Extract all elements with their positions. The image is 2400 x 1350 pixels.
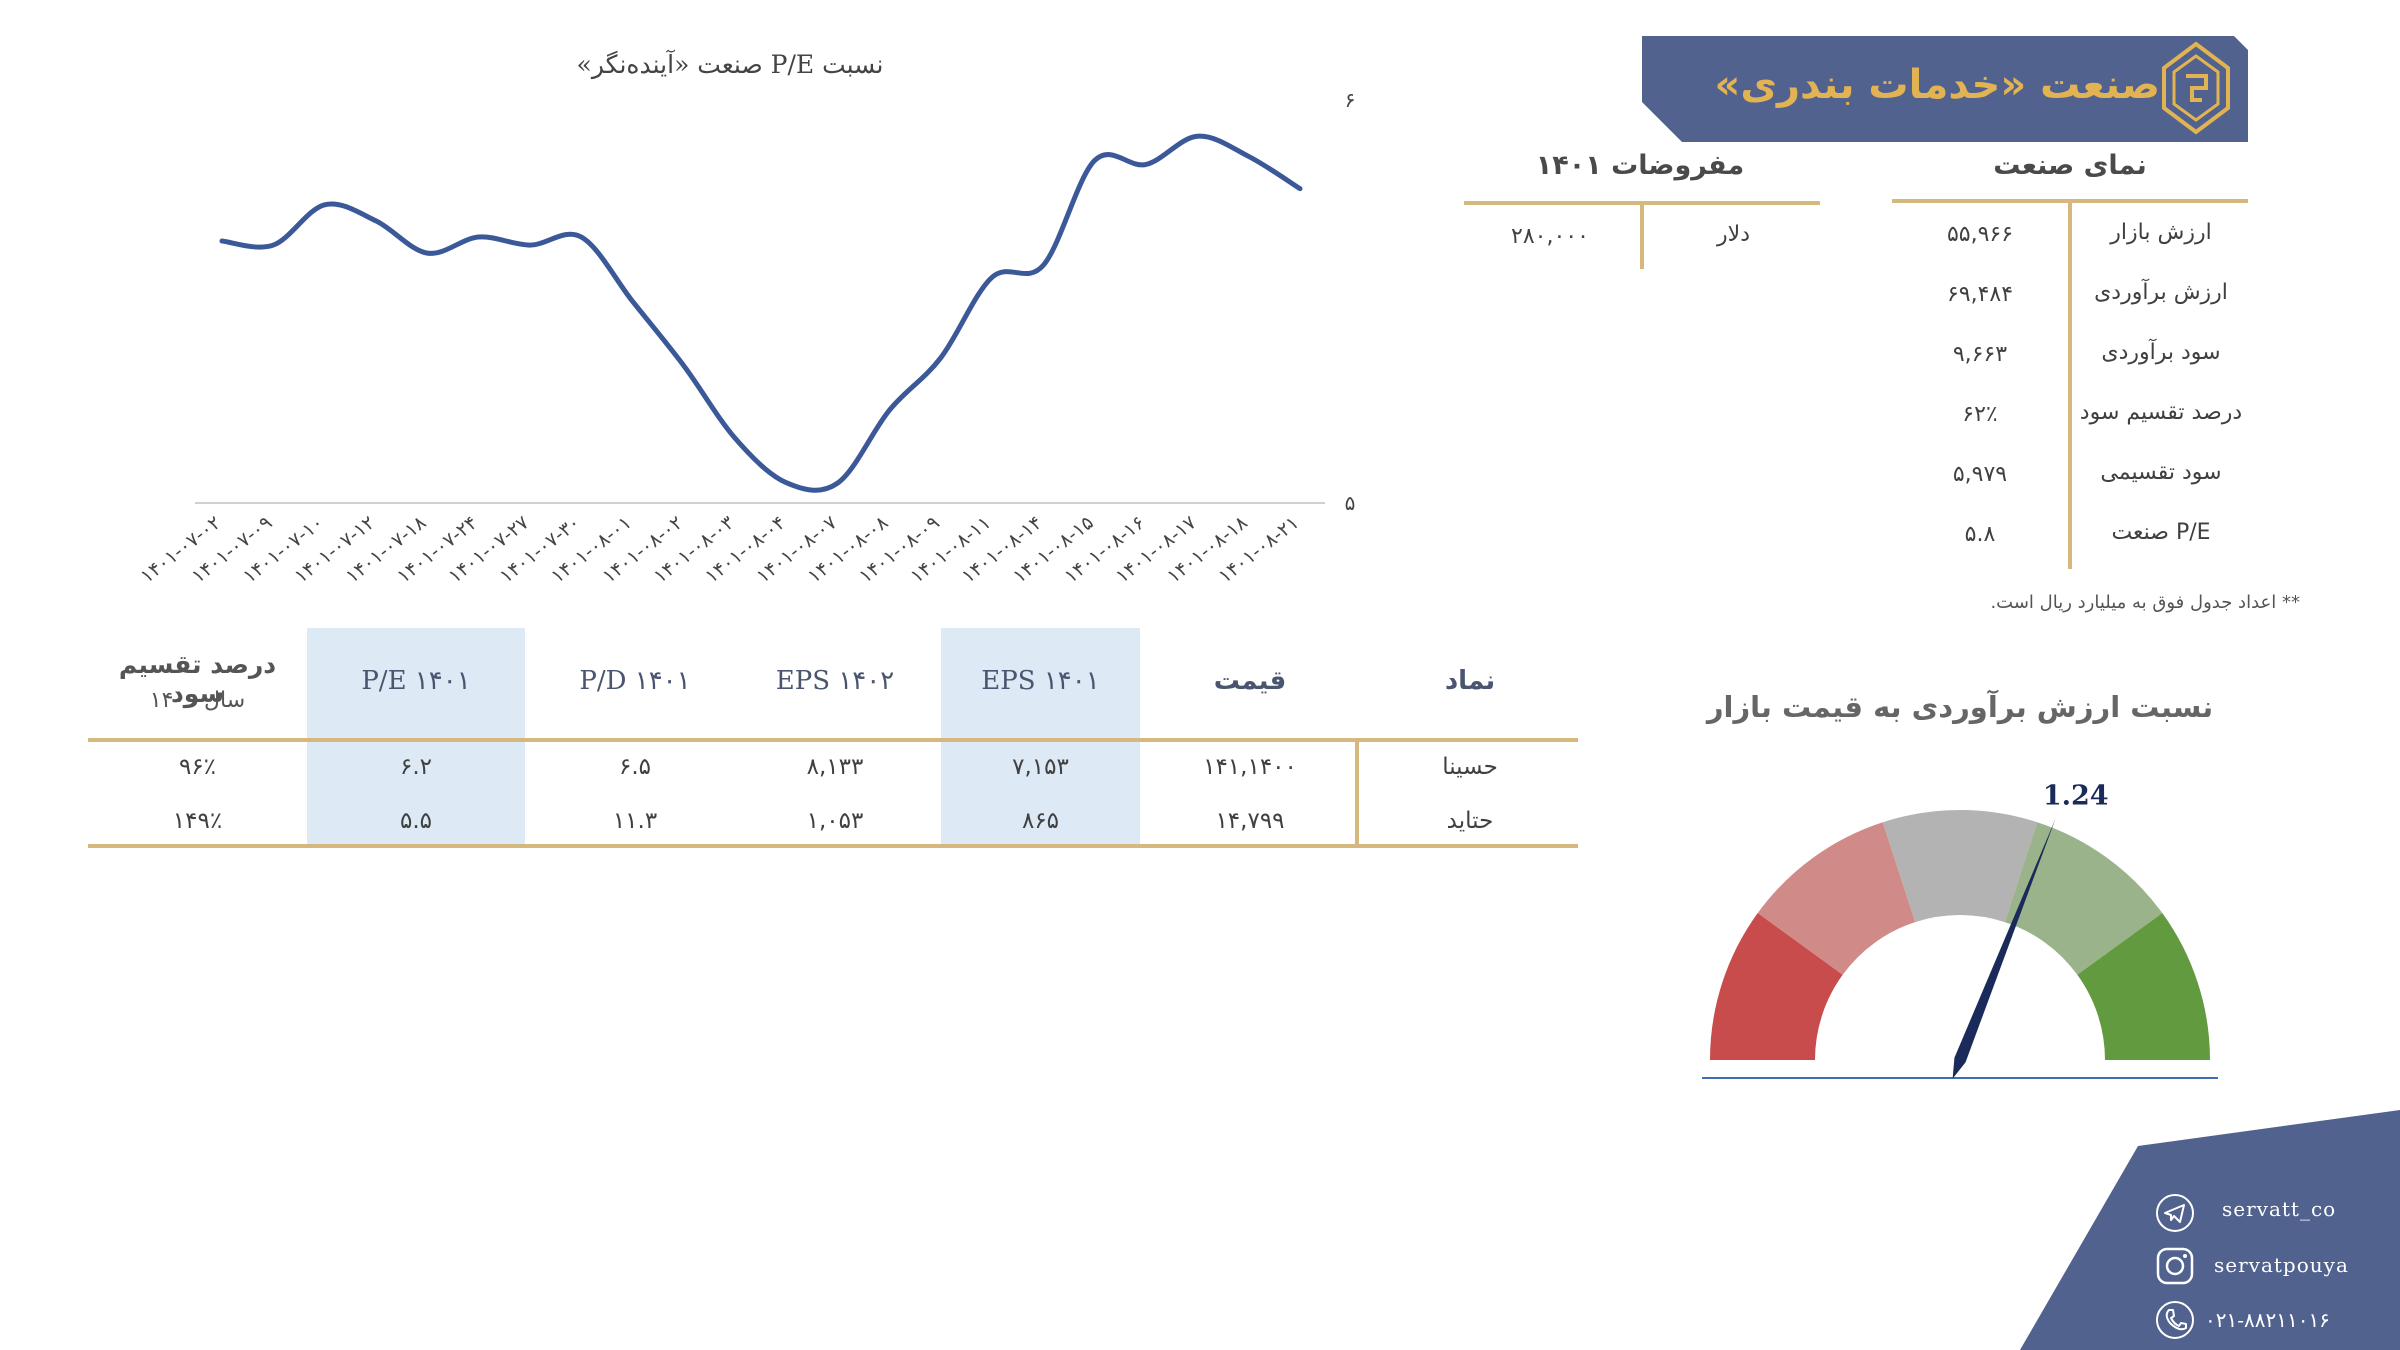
assumption-label-dollar: دلار xyxy=(1717,222,1750,247)
table-cell-eps1401: ۷,۱۵۳ xyxy=(1012,754,1069,780)
assumption-value-dollar: ۲۸۰,۰۰۰ xyxy=(1511,224,1589,249)
overview-label: سود تقسیمی xyxy=(2100,460,2222,485)
y-tick-label: ۶ xyxy=(1345,88,1356,112)
gauge-segment xyxy=(2004,822,2163,975)
table-cell-eps1402: ۸,۱۳۳ xyxy=(806,754,864,780)
overview-value: ۵,۹۷۹ xyxy=(1952,462,2008,487)
table-cell-price: ۱۴۱,۱۴۰۰ xyxy=(1203,754,1297,780)
y-tick-label: ۵ xyxy=(1345,491,1356,515)
table-bottom-rule xyxy=(88,844,1578,848)
table-cell-div: ۹۶٪ xyxy=(178,754,217,780)
overview-label: ارزش بازار xyxy=(2110,220,2212,245)
assumptions-vdivider xyxy=(1640,205,1644,269)
gauge-segment xyxy=(1757,822,1916,975)
telegram-handle[interactable]: servatt_co xyxy=(2222,1197,2337,1221)
gauge-segment xyxy=(2077,913,2210,1060)
overview-value: ۵.۸ xyxy=(1964,522,1996,547)
overview-divider xyxy=(1892,199,2248,203)
header-price: قیمت xyxy=(1213,666,1287,696)
table-top-rule xyxy=(88,738,1578,742)
gauge-value-label: 1.24 xyxy=(2043,780,2109,811)
phone-number[interactable]: ۰۲۱-۸۸۲۱۱۰۱۶ xyxy=(2205,1308,2330,1332)
overview-label: سود برآوردی xyxy=(2101,340,2221,365)
header-eps1401: EPS ۱۴۰۱ xyxy=(981,666,1100,696)
assumptions-divider xyxy=(1464,201,1820,205)
header-symbol: نماد xyxy=(1444,666,1496,696)
overview-value: ۶۲٪ xyxy=(1962,402,1998,427)
company-logo xyxy=(2162,41,2230,135)
value-to-price-gauge: 1.24 xyxy=(1702,780,2218,1079)
overview-vdivider xyxy=(2068,203,2072,569)
overview-value: ۹,۶۶۳ xyxy=(1952,342,2008,367)
table-cell-div: ۱۴۹٪ xyxy=(172,808,223,834)
header-div-line2: سال ۱۴۰۰ xyxy=(149,688,246,713)
instagram-handle[interactable]: servatpouya xyxy=(2214,1253,2349,1277)
gauge-segment xyxy=(1882,810,2038,923)
table-cell-symbol: حتاید xyxy=(1446,808,1494,834)
overview-value: ۵۵,۹۶۶ xyxy=(1946,222,2014,247)
overview-label: P/E صنعت xyxy=(2111,520,2211,545)
line-chart-title: نسبت P/E صنعت «آینده‌نگر» xyxy=(577,49,884,80)
table-symbol-divider xyxy=(1355,742,1359,844)
pe1401-highlight xyxy=(307,628,525,844)
table-cell-pd1401: ۱۱.۳ xyxy=(612,808,658,834)
table-cell-pd1401: ۶.۵ xyxy=(618,754,652,780)
industry-title: صنعت «خدمات بندری» xyxy=(1714,62,2161,108)
eps1401-highlight xyxy=(941,628,1140,844)
header-banner xyxy=(1642,36,2248,142)
table-cell-eps1402: ۱,۰۵۳ xyxy=(806,808,864,834)
table-note: ** اعداد جدول فوق به میلیارد ریال است. xyxy=(1990,592,2300,613)
pe-series-line xyxy=(219,133,1303,493)
header-pe1401: P/E ۱۴۰۱ xyxy=(361,666,471,696)
overview-value: ۶۹,۴۸۴ xyxy=(1946,282,2014,307)
pe-line-chart: نسبت P/E صنعت «آینده‌نگر» ۵۶ ۱۴۰۱-۰۷-۰۲۱… xyxy=(136,49,1356,588)
overview-title: نمای صنعت xyxy=(1993,150,2147,181)
header-eps1402: EPS ۱۴۰۲ xyxy=(775,666,895,696)
gauge-title: نسبت ارزش برآوردی به قیمت بازار xyxy=(1706,690,2214,724)
table-cell-price: ۱۴,۷۹۹ xyxy=(1215,808,1285,834)
instagram-icon[interactable] xyxy=(2155,1246,2195,1286)
overview-label: درصد تقسیم سود xyxy=(2079,400,2243,425)
telegram-icon[interactable] xyxy=(2155,1193,2195,1233)
assumptions-title: مفروضات ۱۴۰۱ xyxy=(1535,150,1745,181)
table-cell-symbol: حسینا xyxy=(1442,754,1498,780)
overview-label: ارزش برآوردی xyxy=(2094,280,2228,305)
header-div-line1: درصد تقسیم سود xyxy=(118,650,277,708)
contact-panel xyxy=(2020,1110,2400,1350)
gauge-needle xyxy=(1952,818,2056,1079)
table-cell-pe1401: ۶.۲ xyxy=(399,754,433,780)
phone-icon[interactable] xyxy=(2155,1300,2195,1340)
header-pd1401: P/D ۱۴۰۱ xyxy=(579,666,691,696)
table-cell-eps1401: ۸۶۵ xyxy=(1021,808,1060,834)
table-cell-pe1401: ۵.۵ xyxy=(399,808,433,834)
gauge-segment xyxy=(1710,913,1843,1060)
